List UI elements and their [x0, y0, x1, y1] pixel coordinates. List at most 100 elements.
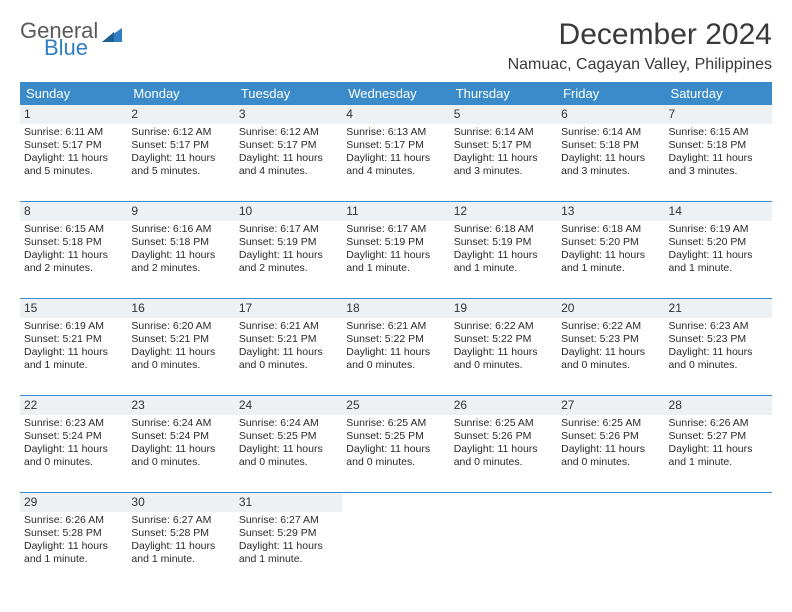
sunrise-text: Sunrise: 6:25 AM — [561, 417, 660, 430]
sunrise-text: Sunrise: 6:14 AM — [561, 126, 660, 139]
day-body: Sunrise: 6:14 AMSunset: 5:18 PMDaylight:… — [557, 124, 664, 181]
sunset-text: Sunset: 5:29 PM — [239, 527, 338, 540]
day-number: 7 — [665, 105, 772, 124]
day-number: 28 — [665, 396, 772, 415]
sunset-text: Sunset: 5:28 PM — [24, 527, 123, 540]
daylight-text: Daylight: 11 hours — [239, 540, 338, 553]
day-cell — [342, 493, 449, 581]
daylight-text: Daylight: 11 hours — [239, 152, 338, 165]
daylight-text: Daylight: 11 hours — [24, 249, 123, 262]
sunset-text: Sunset: 5:20 PM — [669, 236, 768, 249]
weekday-header: Monday — [127, 82, 234, 105]
sunrise-text: Sunrise: 6:11 AM — [24, 126, 123, 139]
sunset-text: Sunset: 5:24 PM — [131, 430, 230, 443]
day-cell: 7Sunrise: 6:15 AMSunset: 5:18 PMDaylight… — [665, 105, 772, 193]
day-body: Sunrise: 6:11 AMSunset: 5:17 PMDaylight:… — [20, 124, 127, 181]
sunrise-text: Sunrise: 6:17 AM — [239, 223, 338, 236]
sunset-text: Sunset: 5:19 PM — [346, 236, 445, 249]
weeks-container: 1Sunrise: 6:11 AMSunset: 5:17 PMDaylight… — [20, 105, 772, 581]
sunset-text: Sunset: 5:26 PM — [454, 430, 553, 443]
daylight-text: Daylight: 11 hours — [24, 540, 123, 553]
daylight-text: and 0 minutes. — [561, 456, 660, 469]
sunrise-text: Sunrise: 6:27 AM — [239, 514, 338, 527]
day-cell: 13Sunrise: 6:18 AMSunset: 5:20 PMDayligh… — [557, 202, 664, 290]
day-cell: 16Sunrise: 6:20 AMSunset: 5:21 PMDayligh… — [127, 299, 234, 387]
weekday-header-row: Sunday Monday Tuesday Wednesday Thursday… — [20, 82, 772, 105]
day-body: Sunrise: 6:18 AMSunset: 5:20 PMDaylight:… — [557, 221, 664, 278]
location-label: Namuac, Cagayan Valley, Philippines — [508, 56, 772, 74]
sunset-text: Sunset: 5:17 PM — [131, 139, 230, 152]
daylight-text: and 1 minute. — [24, 359, 123, 372]
sunset-text: Sunset: 5:19 PM — [239, 236, 338, 249]
day-cell — [557, 493, 664, 581]
day-cell: 27Sunrise: 6:25 AMSunset: 5:26 PMDayligh… — [557, 396, 664, 484]
daylight-text: Daylight: 11 hours — [561, 152, 660, 165]
day-body: Sunrise: 6:26 AMSunset: 5:27 PMDaylight:… — [665, 415, 772, 472]
daylight-text: Daylight: 11 hours — [239, 443, 338, 456]
daylight-text: and 0 minutes. — [346, 359, 445, 372]
daylight-text: and 3 minutes. — [561, 165, 660, 178]
day-number: 14 — [665, 202, 772, 221]
daylight-text: Daylight: 11 hours — [669, 152, 768, 165]
sunset-text: Sunset: 5:20 PM — [561, 236, 660, 249]
brand-logo: General Blue — [20, 18, 124, 57]
sunset-text: Sunset: 5:25 PM — [346, 430, 445, 443]
sunrise-text: Sunrise: 6:20 AM — [131, 320, 230, 333]
daylight-text: and 3 minutes. — [669, 165, 768, 178]
sunset-text: Sunset: 5:17 PM — [239, 139, 338, 152]
daylight-text: Daylight: 11 hours — [131, 249, 230, 262]
day-body: Sunrise: 6:23 AMSunset: 5:24 PMDaylight:… — [20, 415, 127, 472]
day-number: 4 — [342, 105, 449, 124]
day-number: 10 — [235, 202, 342, 221]
day-cell: 23Sunrise: 6:24 AMSunset: 5:24 PMDayligh… — [127, 396, 234, 484]
daylight-text: and 2 minutes. — [24, 262, 123, 275]
daylight-text: and 5 minutes. — [24, 165, 123, 178]
day-cell: 28Sunrise: 6:26 AMSunset: 5:27 PMDayligh… — [665, 396, 772, 484]
day-cell: 26Sunrise: 6:25 AMSunset: 5:26 PMDayligh… — [450, 396, 557, 484]
week-row: 15Sunrise: 6:19 AMSunset: 5:21 PMDayligh… — [20, 298, 772, 387]
day-cell — [450, 493, 557, 581]
daylight-text: Daylight: 11 hours — [131, 540, 230, 553]
day-number: 13 — [557, 202, 664, 221]
day-number: 23 — [127, 396, 234, 415]
daylight-text: Daylight: 11 hours — [346, 249, 445, 262]
daylight-text: and 1 minute. — [454, 262, 553, 275]
day-cell: 25Sunrise: 6:25 AMSunset: 5:25 PMDayligh… — [342, 396, 449, 484]
weekday-header: Tuesday — [235, 82, 342, 105]
calendar-grid: Sunday Monday Tuesday Wednesday Thursday… — [20, 82, 772, 581]
sunrise-text: Sunrise: 6:22 AM — [561, 320, 660, 333]
sunset-text: Sunset: 5:18 PM — [561, 139, 660, 152]
sunset-text: Sunset: 5:26 PM — [561, 430, 660, 443]
daylight-text: and 0 minutes. — [131, 359, 230, 372]
day-number: 11 — [342, 202, 449, 221]
daylight-text: Daylight: 11 hours — [454, 249, 553, 262]
day-body: Sunrise: 6:21 AMSunset: 5:21 PMDaylight:… — [235, 318, 342, 375]
daylight-text: Daylight: 11 hours — [24, 346, 123, 359]
day-number: 3 — [235, 105, 342, 124]
daylight-text: and 0 minutes. — [454, 456, 553, 469]
sunset-text: Sunset: 5:22 PM — [346, 333, 445, 346]
day-number: 2 — [127, 105, 234, 124]
daylight-text: Daylight: 11 hours — [239, 346, 338, 359]
daylight-text: Daylight: 11 hours — [131, 152, 230, 165]
day-body: Sunrise: 6:12 AMSunset: 5:17 PMDaylight:… — [127, 124, 234, 181]
day-cell: 10Sunrise: 6:17 AMSunset: 5:19 PMDayligh… — [235, 202, 342, 290]
day-number: 5 — [450, 105, 557, 124]
day-cell: 8Sunrise: 6:15 AMSunset: 5:18 PMDaylight… — [20, 202, 127, 290]
sunset-text: Sunset: 5:19 PM — [454, 236, 553, 249]
day-body: Sunrise: 6:19 AMSunset: 5:20 PMDaylight:… — [665, 221, 772, 278]
daylight-text: and 2 minutes. — [239, 262, 338, 275]
day-number: 22 — [20, 396, 127, 415]
day-body: Sunrise: 6:24 AMSunset: 5:25 PMDaylight:… — [235, 415, 342, 472]
week-row: 29Sunrise: 6:26 AMSunset: 5:28 PMDayligh… — [20, 492, 772, 581]
sunset-text: Sunset: 5:18 PM — [131, 236, 230, 249]
day-number: 18 — [342, 299, 449, 318]
daylight-text: and 2 minutes. — [131, 262, 230, 275]
daylight-text: and 1 minute. — [346, 262, 445, 275]
sunset-text: Sunset: 5:23 PM — [669, 333, 768, 346]
week-row: 22Sunrise: 6:23 AMSunset: 5:24 PMDayligh… — [20, 395, 772, 484]
daylight-text: Daylight: 11 hours — [131, 346, 230, 359]
day-cell: 20Sunrise: 6:22 AMSunset: 5:23 PMDayligh… — [557, 299, 664, 387]
sunrise-text: Sunrise: 6:24 AM — [131, 417, 230, 430]
daylight-text: Daylight: 11 hours — [24, 443, 123, 456]
